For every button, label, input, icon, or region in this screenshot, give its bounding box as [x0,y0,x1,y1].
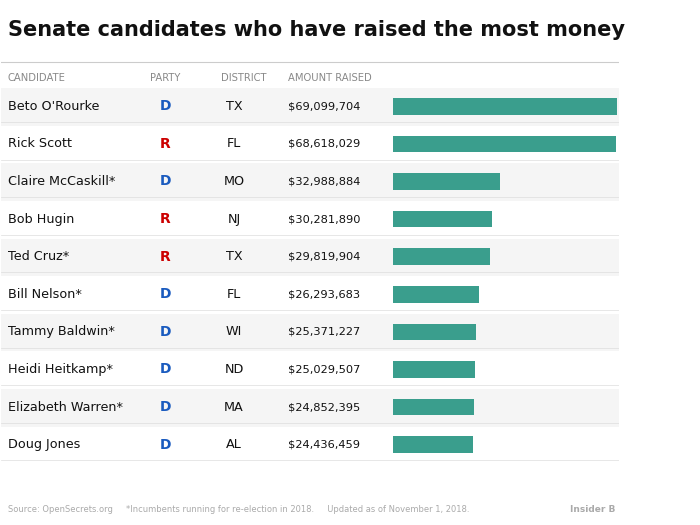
Text: AMOUNT RAISED: AMOUNT RAISED [288,74,372,83]
Text: Rick Scott: Rick Scott [8,138,71,150]
Text: $24,852,395: $24,852,395 [288,402,360,412]
Text: FL: FL [227,288,242,301]
Text: R: R [160,137,171,151]
Text: D: D [160,174,172,188]
Bar [393,98,617,114]
Text: Elizabeth Warren*: Elizabeth Warren* [8,401,122,414]
Bar [1,389,619,427]
Text: AL: AL [226,438,242,451]
Text: ND: ND [225,363,244,376]
Bar [393,173,500,190]
Text: D: D [160,362,172,376]
Text: Tammy Baldwin*: Tammy Baldwin* [8,326,114,338]
Text: D: D [160,287,172,301]
Text: $29,819,904: $29,819,904 [288,251,360,261]
Text: MO: MO [223,175,245,188]
Text: $26,293,683: $26,293,683 [288,289,360,299]
Text: $25,029,507: $25,029,507 [288,364,360,374]
Text: Senate candidates who have raised the most money: Senate candidates who have raised the mo… [8,19,624,40]
Text: D: D [160,438,172,452]
Text: Source: OpenSecrets.org     *Incumbents running for re-election in 2018.     Upd: Source: OpenSecrets.org *Incumbents runn… [8,505,469,514]
Text: DISTRICT: DISTRICT [220,74,266,83]
Text: $69,099,704: $69,099,704 [288,101,360,111]
Text: $30,281,890: $30,281,890 [288,214,361,224]
Text: Insider B: Insider B [570,505,615,514]
Text: NJ: NJ [228,213,241,226]
Bar [393,399,474,415]
Text: R: R [160,212,171,226]
Bar [1,88,619,126]
Bar [393,436,472,453]
Text: TX: TX [226,100,242,113]
Text: Bill Nelson*: Bill Nelson* [8,288,81,301]
Text: CANDIDATE: CANDIDATE [8,74,65,83]
Bar [393,286,479,302]
Bar [1,163,619,201]
Text: D: D [160,325,172,339]
Text: $25,371,227: $25,371,227 [288,327,360,337]
Bar [1,314,619,351]
Text: $68,618,029: $68,618,029 [288,139,360,149]
Text: $32,988,884: $32,988,884 [288,176,360,186]
Bar [393,211,491,227]
Text: WI: WI [226,326,242,338]
Bar [393,248,490,265]
Text: Claire McCaskill*: Claire McCaskill* [8,175,115,188]
Text: D: D [160,99,172,113]
Text: PARTY: PARTY [150,74,180,83]
Text: R: R [160,250,171,264]
Bar [393,323,475,340]
Bar [393,361,475,377]
Text: Doug Jones: Doug Jones [8,438,80,451]
Text: MA: MA [224,401,244,414]
Bar [393,135,616,152]
Text: Heidi Heitkamp*: Heidi Heitkamp* [8,363,113,376]
Bar [1,238,619,276]
Text: FL: FL [227,138,242,150]
Text: Bob Hugin: Bob Hugin [8,213,74,226]
Text: Beto O'Rourke: Beto O'Rourke [8,100,99,113]
Text: Ted Cruz*: Ted Cruz* [8,250,69,263]
Text: TX: TX [226,250,242,263]
Text: $24,436,459: $24,436,459 [288,439,360,449]
Text: D: D [160,400,172,414]
